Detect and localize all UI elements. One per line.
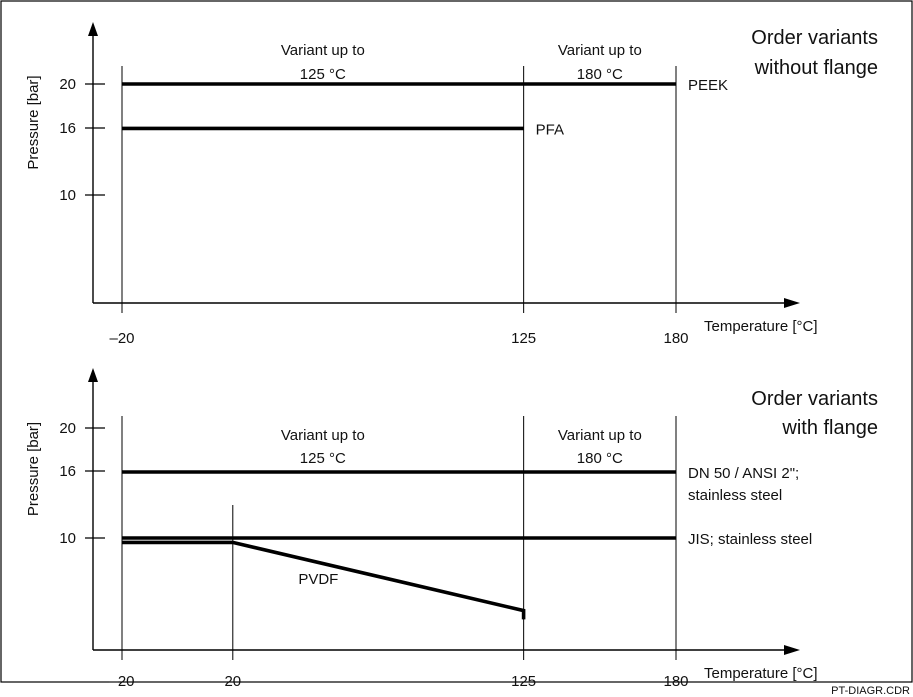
y-axis-arrow [88,22,98,36]
x-tick-label: 20 [224,673,241,690]
x-tick-label: –20 [109,673,134,690]
y-axis-label: Pressure [bar] [25,422,42,516]
zone-label: Variant up to [281,42,365,59]
zone-label: 125 °C [300,66,346,83]
footer-label: PT-DIAGR.CDR [831,685,910,697]
chart-panel-2: Pressure [bar] 10 16 20 –20 20 125 180 Temperatu… [25,368,878,690]
series-label: PVDF [298,571,338,588]
series-line [122,540,526,620]
zone-label: Variant up to [558,42,642,59]
series-label: JIS; stainless steel [688,531,812,548]
chart-title-line: with flange [781,417,878,439]
x-axis-label: Temperature [°C] [704,318,818,335]
x-tick-label: 180 [663,330,688,347]
x-axis-arrow [784,298,800,308]
x-axis-label: Temperature [°C] [704,665,818,682]
series-label: DN 50 / ANSI 2"; [688,465,799,482]
x-tick-label: –20 [109,330,134,347]
zone-label: Variant up to [558,427,642,444]
chart-title-line: Order variants [751,388,878,410]
zone-label: 180 °C [577,450,623,467]
zone-label: Variant up to [281,427,365,444]
chart-title-line: Order variants [751,27,878,49]
x-tick-label: 180 [663,673,688,690]
y-tick-label: 20 [59,76,76,93]
zone-label: 125 °C [300,450,346,467]
y-axis-arrow [88,368,98,382]
y-tick-label: 16 [59,463,76,480]
y-tick-label: 20 [59,420,76,437]
series-label: PEEK [688,77,728,94]
zone-label: 180 °C [577,66,623,83]
series-label: stainless steel [688,487,782,504]
x-tick-label: 125 [511,330,536,347]
y-tick-label: 16 [59,120,76,137]
series-label: PFA [536,121,564,138]
x-axis-arrow [784,645,800,655]
y-axis-label: Pressure [bar] [25,75,42,169]
chart-panel-1: Pressure [bar] 10 16 20 –20 125 180 Temperature… [25,22,878,347]
chart-title-line: without flange [754,57,878,79]
outer-frame [0,0,913,683]
y-tick-label: 10 [59,530,76,547]
x-tick-label: 125 [511,673,536,690]
y-tick-label: 10 [59,187,76,204]
